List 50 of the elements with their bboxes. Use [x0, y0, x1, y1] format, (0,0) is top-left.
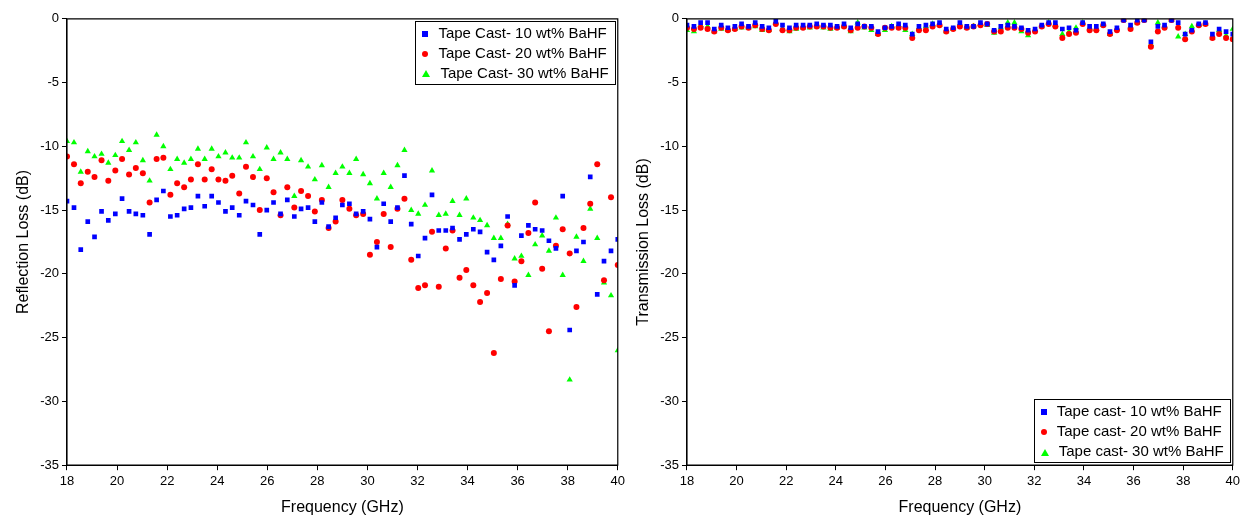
x-tick-label: 32 — [1027, 472, 1042, 488]
x-tick-label: 26 — [260, 472, 275, 488]
y-axis-title: Reflection Loss (dB) — [14, 169, 32, 315]
legend-label: Tape cast- 30 wt% BaHF — [1058, 442, 1224, 460]
x-tick-label: 36 — [1126, 472, 1141, 488]
x-tick-label: 32 — [410, 472, 425, 488]
x-tick-label: 28 — [310, 472, 325, 488]
x-tick-label: 34 — [460, 472, 475, 488]
y-tick-label: -10 — [660, 137, 679, 153]
x-axis-title: Frequency (GHz) — [898, 497, 1022, 515]
x-tick-label: 20 — [729, 472, 744, 488]
legend-label: Tape Cast- 10 wt% BaHF — [438, 23, 607, 41]
x-tick-label: 24 — [209, 472, 225, 488]
y-tick-label: 0 — [671, 10, 679, 26]
y-tick-label: -15 — [40, 201, 59, 217]
y-tick-label: 0 — [51, 10, 59, 26]
x-tick-label: 26 — [878, 472, 893, 488]
y-axis-title: Transmission Loss (dB) — [634, 158, 652, 326]
y-tick-label: -30 — [40, 393, 59, 409]
x-tick-label: 22 — [159, 472, 175, 488]
x-tick-label: 20 — [109, 472, 125, 488]
x-axis-title: Frequency (GHz) — [281, 497, 404, 515]
x-tick-label: 30 — [360, 472, 375, 488]
x-tick-label: 38 — [560, 472, 575, 488]
legend-label: Tape cast- 20 wt% BaHF — [1056, 422, 1222, 440]
x-tick-label: 22 — [778, 472, 794, 488]
y-tick-label: -10 — [40, 137, 59, 153]
x-tick-label: 24 — [828, 472, 844, 488]
x-tick-label: 40 — [610, 472, 625, 488]
legend-label: Tape Cast- 20 wt% BaHF — [438, 43, 607, 61]
y-tick-label: -20 — [40, 265, 59, 281]
x-tick-label: 36 — [510, 472, 525, 488]
y-tick-label: -25 — [40, 329, 59, 345]
y-tick-label: -35 — [660, 456, 679, 472]
x-tick-label: 18 — [59, 472, 75, 488]
legend-label: Tape Cast- 30 wt% BaHF — [440, 63, 609, 81]
x-tick-label: 18 — [679, 472, 695, 488]
y-tick-label: -20 — [660, 265, 679, 281]
x-tick-label: 34 — [1076, 472, 1092, 488]
x-tick-label: 40 — [1225, 472, 1240, 488]
x-tick-label: 38 — [1175, 472, 1191, 488]
x-tick-label: 28 — [927, 472, 943, 488]
y-tick-label: -30 — [660, 393, 679, 409]
y-tick-label: -25 — [660, 329, 679, 345]
y-tick-label: -35 — [40, 456, 59, 472]
y-tick-label: -5 — [667, 74, 679, 90]
legend-label: Tape cast- 10 wt% BaHF — [1056, 402, 1222, 420]
y-tick-label: -15 — [660, 201, 679, 217]
x-tick-label: 30 — [977, 472, 992, 488]
y-tick-label: -5 — [47, 74, 59, 90]
